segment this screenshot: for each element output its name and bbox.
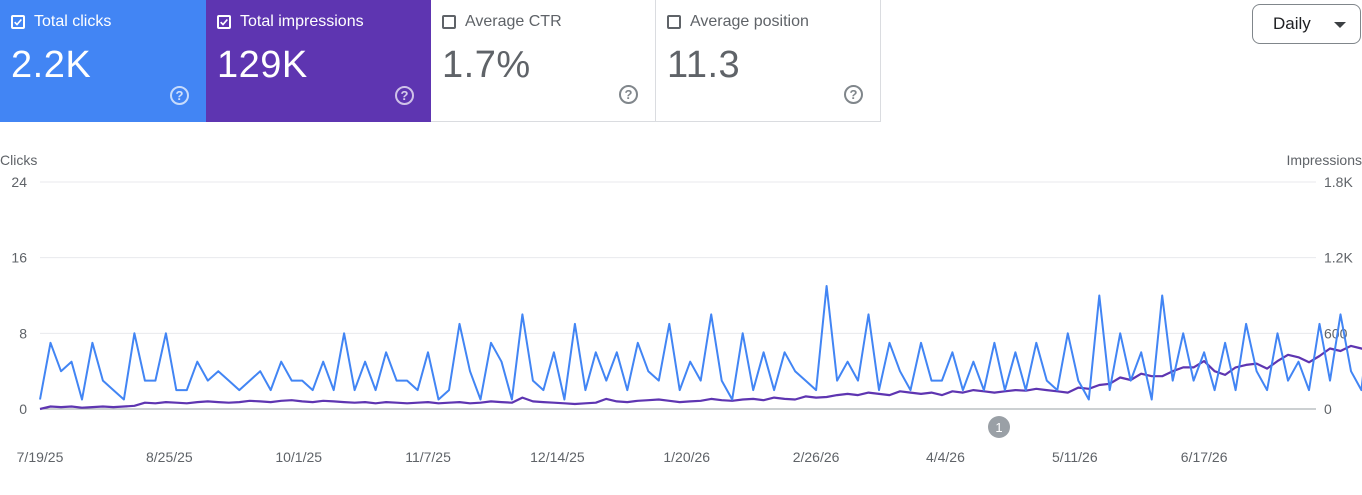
total-clicks-label: Total clicks bbox=[34, 13, 112, 30]
average-ctr-card[interactable]: Average CTR 1.7% ? bbox=[431, 0, 656, 122]
average-position-value: 11.3 bbox=[667, 44, 741, 86]
average-position-label: Average position bbox=[690, 13, 809, 30]
total-impressions-value: 129K bbox=[217, 44, 308, 86]
x-tick-label: 4/4/26 bbox=[926, 449, 965, 465]
total-impressions-card[interactable]: Total impressions 129K ? bbox=[206, 0, 431, 122]
caret-down-icon bbox=[1334, 22, 1346, 28]
x-tick-label: 12/14/25 bbox=[530, 449, 585, 465]
help-icon[interactable]: ? bbox=[395, 86, 414, 105]
average-position-card[interactable]: Average position 11.3 ? bbox=[656, 0, 881, 122]
average-ctr-label: Average CTR bbox=[465, 13, 562, 30]
left-tick-label: 0 bbox=[19, 401, 27, 417]
help-icon[interactable]: ? bbox=[844, 85, 863, 104]
performance-chart: Clicks Impressions 0 8 16 24 0 600 1.2K 1.8K 7/1… bbox=[0, 152, 1362, 465]
x-tick-label: 2/26/26 bbox=[793, 449, 840, 465]
annotation-marker-label: 1 bbox=[995, 420, 1002, 435]
left-tick-label: 24 bbox=[11, 174, 27, 190]
x-tick-label: 8/25/25 bbox=[146, 449, 193, 465]
checkbox-icon[interactable] bbox=[217, 15, 231, 29]
annotation-marker[interactable]: 1 bbox=[988, 416, 1010, 438]
x-tick-label: 10/1/25 bbox=[275, 449, 322, 465]
average-ctr-value: 1.7% bbox=[442, 44, 531, 86]
x-tick-label: 7/19/25 bbox=[17, 449, 64, 465]
right-axis-label: Impressions bbox=[1287, 152, 1362, 168]
right-tick-label: 0 bbox=[1324, 401, 1332, 417]
x-tick-label: 11/7/25 bbox=[405, 449, 451, 465]
help-icon[interactable]: ? bbox=[170, 86, 189, 105]
x-tick-label: 6/17/26 bbox=[1181, 449, 1228, 465]
right-tick-label: 1.2K bbox=[1324, 250, 1353, 266]
period-select-label: Daily bbox=[1273, 14, 1311, 33]
x-tick-label: 1/20/26 bbox=[663, 449, 710, 465]
left-tick-label: 8 bbox=[19, 325, 27, 341]
metric-cards: Total clicks 2.2K ? Total impressions 12… bbox=[0, 0, 881, 122]
help-icon[interactable]: ? bbox=[619, 85, 638, 104]
checkbox-icon[interactable] bbox=[667, 15, 681, 29]
left-axis-label: Clicks bbox=[0, 152, 37, 168]
right-tick-label: 600 bbox=[1324, 325, 1348, 341]
total-impressions-label: Total impressions bbox=[240, 13, 364, 30]
checkbox-icon[interactable] bbox=[442, 15, 456, 29]
left-tick-label: 16 bbox=[11, 250, 27, 266]
right-tick-label: 1.8K bbox=[1324, 174, 1353, 190]
clicks-series-line bbox=[39, 285, 1362, 401]
total-clicks-value: 2.2K bbox=[11, 44, 92, 86]
period-select[interactable]: Daily bbox=[1252, 4, 1361, 44]
x-tick-label: 5/11/26 bbox=[1052, 449, 1098, 465]
checkbox-icon[interactable] bbox=[11, 15, 25, 29]
total-clicks-card[interactable]: Total clicks 2.2K ? bbox=[0, 0, 206, 122]
